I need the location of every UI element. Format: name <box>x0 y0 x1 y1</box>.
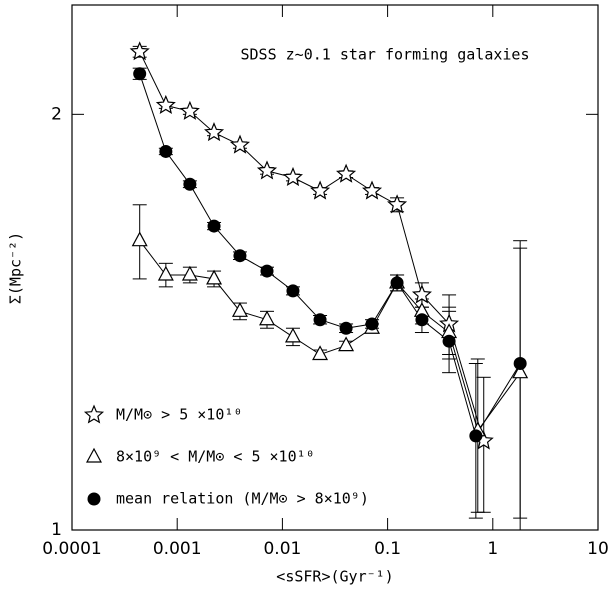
data-point <box>411 284 432 304</box>
data-point <box>129 41 150 61</box>
data-point <box>231 302 248 317</box>
y-tick-label: 2 <box>51 104 62 124</box>
data-point <box>286 284 300 298</box>
data-point <box>313 313 327 327</box>
data-point <box>179 100 200 120</box>
y-axis-label: Σ(Mpc⁻²) <box>7 232 25 304</box>
data-point <box>513 357 527 371</box>
data-point <box>338 336 355 352</box>
x-tick-label: 0.001 <box>153 539 202 559</box>
data-point <box>183 177 197 191</box>
plot-frame <box>71 4 599 531</box>
data-point <box>233 249 247 263</box>
data-point <box>365 317 379 331</box>
data-point <box>157 265 174 281</box>
data-point <box>259 310 276 326</box>
data-point <box>310 180 331 200</box>
data-point <box>256 160 278 180</box>
data-point <box>207 219 221 233</box>
data-point <box>339 321 353 335</box>
x-tick-label: 1 <box>487 539 498 559</box>
series-line <box>139 240 521 432</box>
data-point <box>204 122 225 142</box>
data-point <box>159 144 173 158</box>
data-point <box>133 67 147 81</box>
data-point <box>387 194 408 214</box>
x-axis-label: <sSFR>(Gyr⁻¹) <box>276 568 393 586</box>
data-point <box>415 313 429 327</box>
data-point <box>512 363 529 379</box>
data-point <box>260 264 274 278</box>
data-point <box>442 334 456 348</box>
x-tick-label: 0.01 <box>263 539 301 559</box>
data-point <box>390 276 404 290</box>
data-point <box>336 163 357 183</box>
annotation: SDSS z~0.1 star forming galaxies <box>241 46 530 64</box>
legend-label: 8×10⁹ < M/M⊙ < 5 ×10¹⁰ <box>116 448 315 466</box>
legend-marker <box>85 447 103 463</box>
data-point <box>282 166 303 187</box>
x-tick-label: 0.1 <box>374 539 401 559</box>
data-point <box>229 134 250 154</box>
data-point <box>469 429 483 443</box>
error-bar <box>513 240 528 519</box>
legend-label: M/M⊙ > 5 ×10¹⁰ <box>116 406 242 424</box>
legend-marker <box>83 404 105 424</box>
data-point <box>155 94 176 114</box>
data-point <box>362 180 383 200</box>
legend-marker <box>87 492 101 506</box>
data-point <box>206 269 223 285</box>
legend-label: mean relation (M/M⊙ > 8×10⁹) <box>116 490 369 508</box>
data-point <box>131 231 148 247</box>
x-tick-label: 10 <box>587 539 608 559</box>
x-tick-label: 0.0001 <box>42 539 101 559</box>
data-point <box>312 345 329 361</box>
data-point <box>284 327 301 343</box>
data-point <box>181 265 198 281</box>
y-tick-label: 1 <box>51 520 62 540</box>
